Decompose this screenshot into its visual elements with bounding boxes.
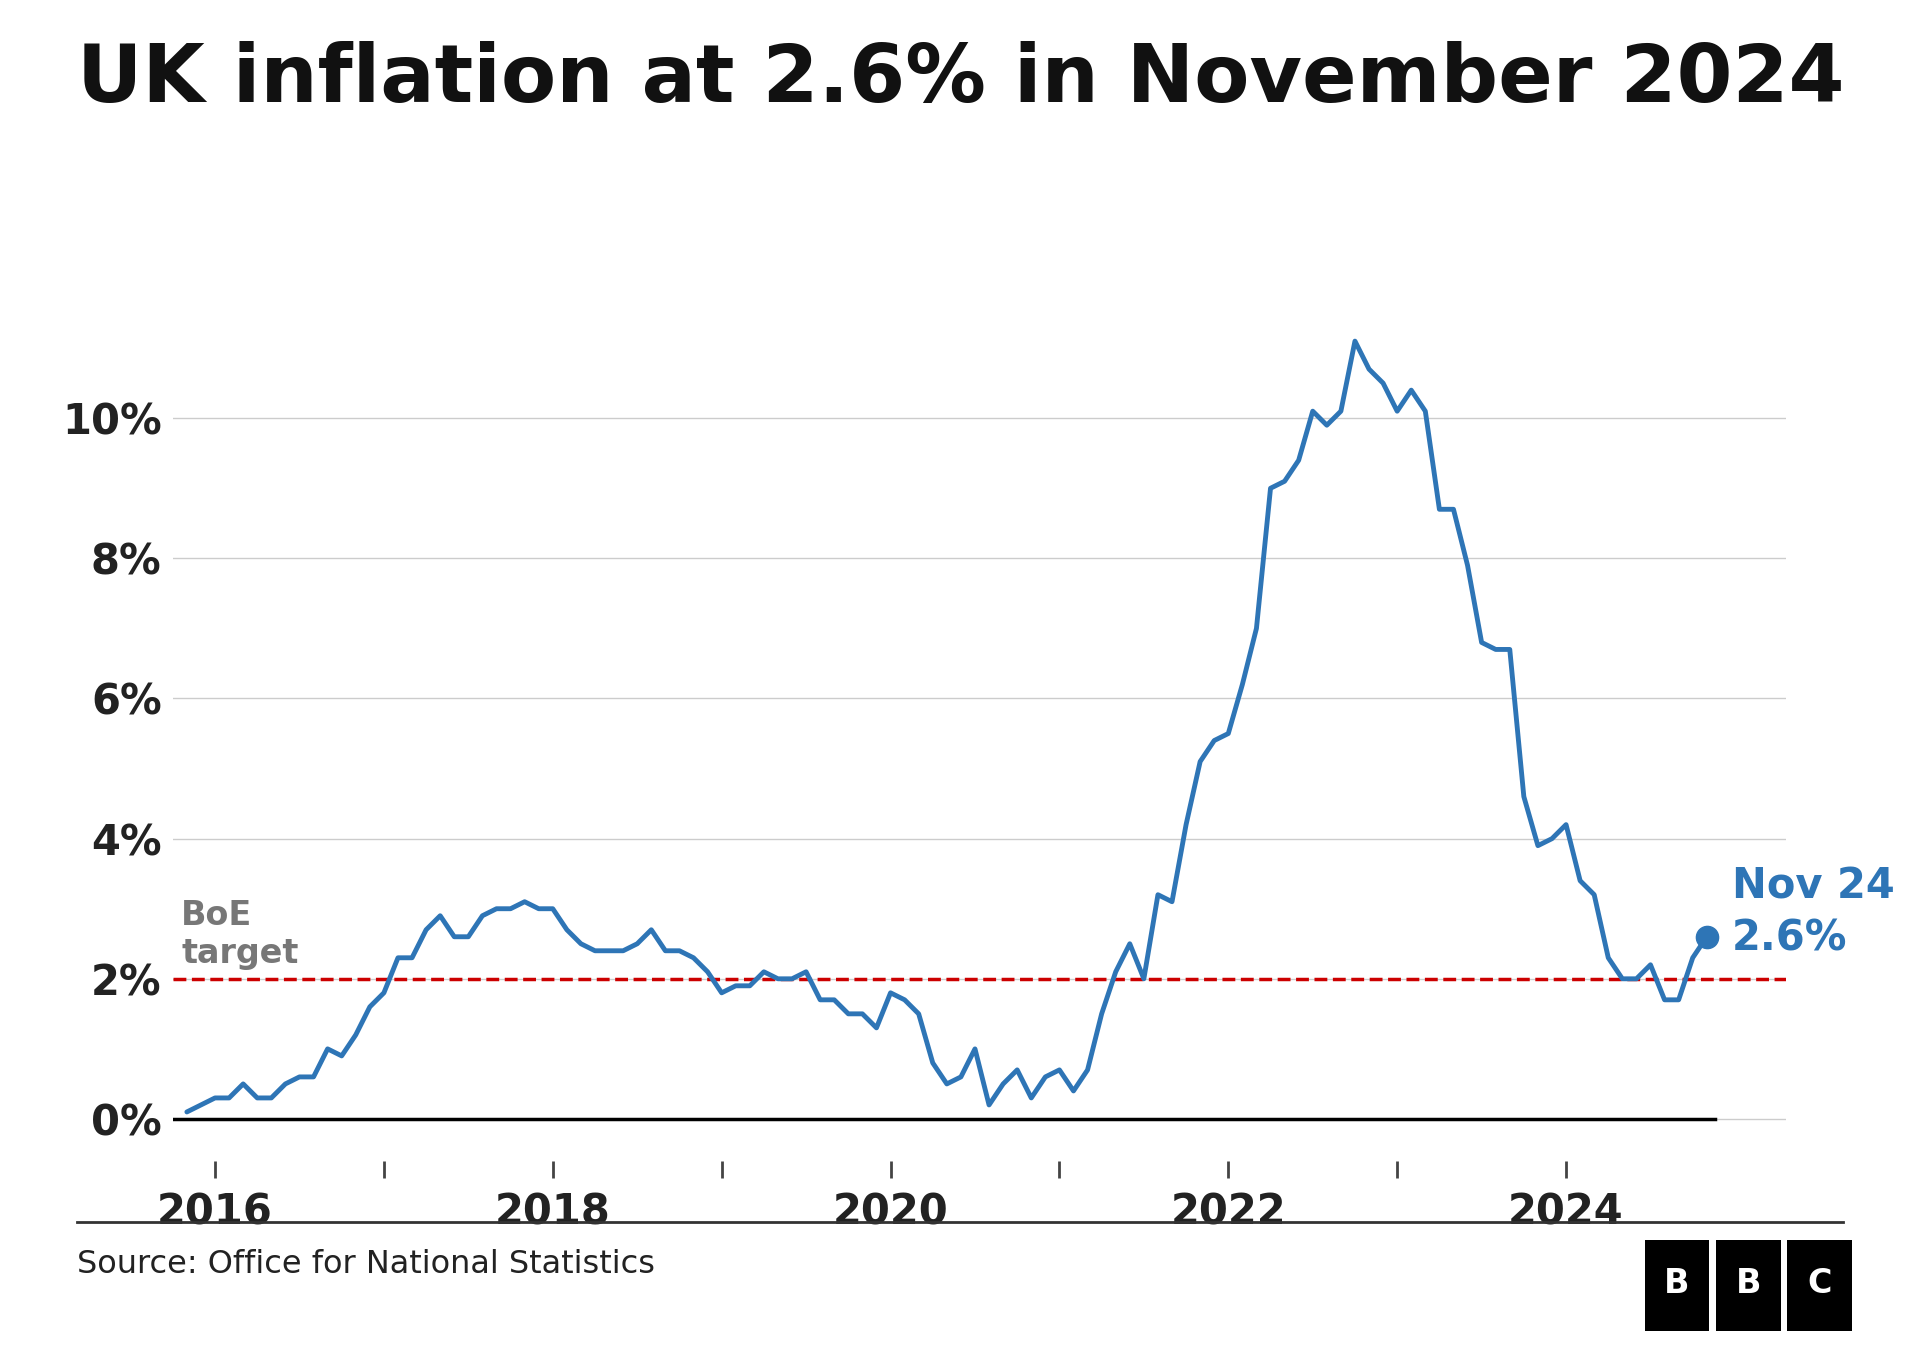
Text: Nov 24
2.6%: Nov 24 2.6%: [1732, 865, 1895, 960]
Text: UK inflation at 2.6% in November 2024: UK inflation at 2.6% in November 2024: [77, 40, 1845, 119]
FancyBboxPatch shape: [1788, 1241, 1853, 1331]
FancyBboxPatch shape: [1645, 1241, 1709, 1331]
Text: Source: Office for National Statistics: Source: Office for National Statistics: [77, 1249, 655, 1280]
Text: B: B: [1736, 1268, 1761, 1300]
Text: B: B: [1665, 1268, 1690, 1300]
Text: BoE
target: BoE target: [180, 899, 300, 971]
FancyBboxPatch shape: [1716, 1241, 1780, 1331]
Text: C: C: [1807, 1268, 1832, 1300]
